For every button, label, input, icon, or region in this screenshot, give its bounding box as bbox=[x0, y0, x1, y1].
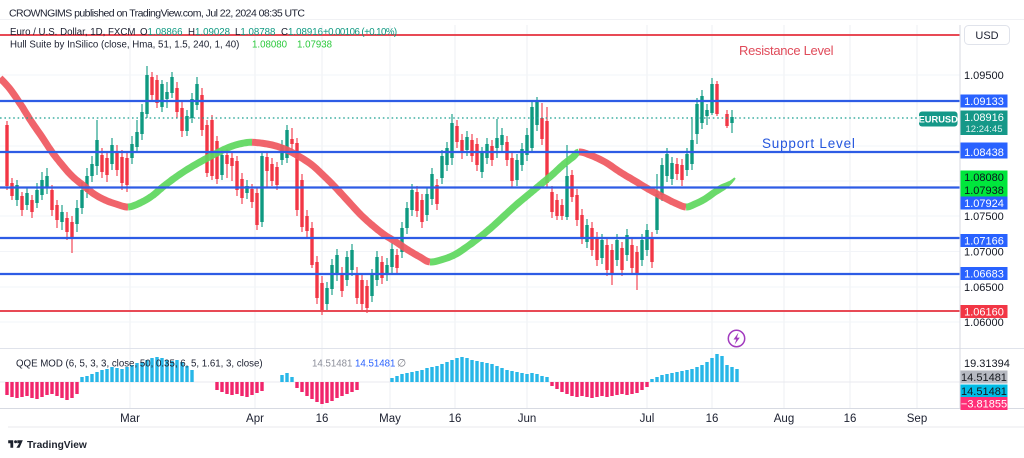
svg-text:1.08916: 1.08916 bbox=[964, 112, 1004, 124]
svg-text:14.51481: 14.51481 bbox=[961, 372, 1007, 384]
svg-text:TradingView: TradingView bbox=[27, 440, 87, 451]
svg-text:1.06000: 1.06000 bbox=[964, 317, 1004, 329]
svg-text:19.31394: 19.31394 bbox=[964, 358, 1010, 370]
svg-text:May: May bbox=[379, 413, 401, 425]
svg-text:Mar: Mar bbox=[120, 413, 140, 425]
svg-text:1.07166: 1.07166 bbox=[964, 236, 1004, 248]
svg-text:1.07000: 1.07000 bbox=[964, 247, 1004, 259]
svg-text:16: 16 bbox=[316, 413, 329, 425]
svg-text:QQE MOD (6, 5, 3, 3, close, 50: QQE MOD (6, 5, 3, 3, close, 50, 0.35, 6,… bbox=[16, 358, 406, 370]
svg-text:1.07924: 1.07924 bbox=[964, 198, 1004, 210]
svg-text:1.09500: 1.09500 bbox=[964, 70, 1004, 82]
svg-text:Resistance Level: Resistance Level bbox=[739, 43, 834, 58]
svg-text:Jun: Jun bbox=[518, 413, 537, 425]
svg-text:1.06160: 1.06160 bbox=[964, 307, 1004, 319]
svg-text:Aug: Aug bbox=[774, 413, 794, 425]
svg-text:Sep: Sep bbox=[907, 413, 927, 425]
svg-text:1.07500: 1.07500 bbox=[964, 211, 1004, 223]
svg-text:16: 16 bbox=[844, 413, 857, 425]
svg-text:EURUSD: EURUSD bbox=[919, 115, 959, 125]
svg-text:16: 16 bbox=[706, 413, 719, 425]
svg-text:1.06500: 1.06500 bbox=[964, 282, 1004, 294]
svg-text:14.51481: 14.51481 bbox=[961, 386, 1007, 398]
svg-text:CROWNGIMS published on Trading: CROWNGIMS published on TradingView.com, … bbox=[9, 8, 305, 20]
svg-text:1.09133: 1.09133 bbox=[964, 96, 1004, 108]
svg-text:Apr: Apr bbox=[246, 413, 264, 425]
svg-text:1.08080: 1.08080 bbox=[964, 172, 1004, 184]
svg-text:USD: USD bbox=[975, 30, 998, 42]
svg-text:1.07938: 1.07938 bbox=[964, 185, 1004, 197]
svg-text:1.06683: 1.06683 bbox=[964, 269, 1004, 281]
svg-text:1.08438: 1.08438 bbox=[964, 147, 1004, 159]
svg-text:−3.81855: −3.81855 bbox=[961, 399, 1007, 411]
svg-text:16: 16 bbox=[449, 413, 462, 425]
svg-text:Hull Suite by InSilico (close,: Hull Suite by InSilico (close, Hma, 51, … bbox=[10, 40, 332, 51]
svg-text:Jul: Jul bbox=[640, 413, 655, 425]
svg-text:Support Level: Support Level bbox=[762, 136, 856, 151]
svg-text:12:24:45: 12:24:45 bbox=[966, 124, 1003, 135]
